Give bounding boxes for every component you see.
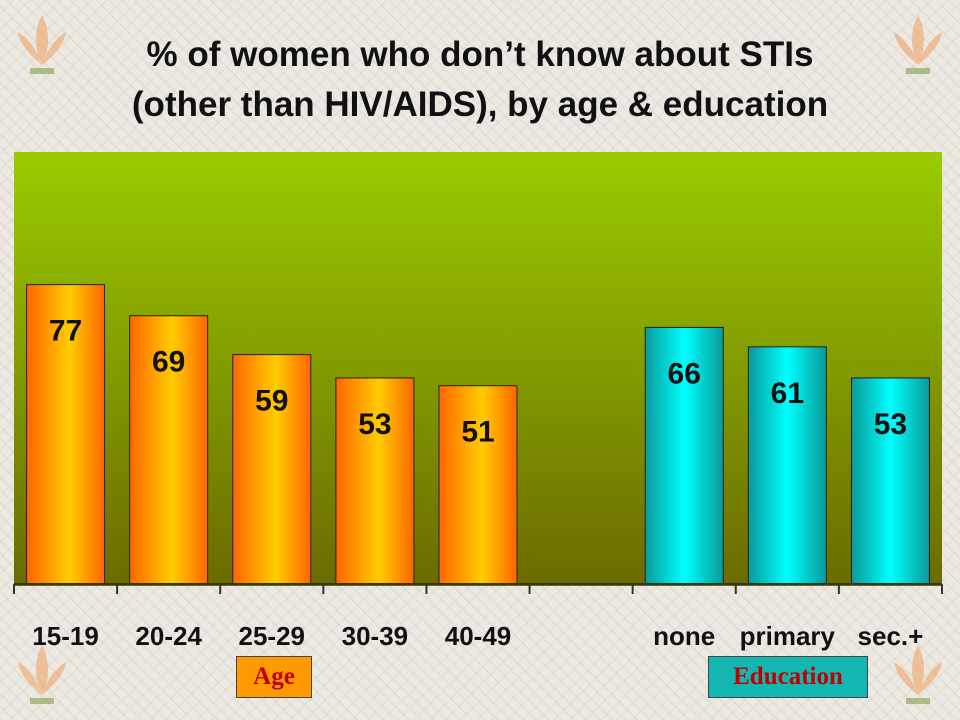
x-tick-label-none: none (653, 621, 715, 651)
age-group-label: Age (236, 656, 312, 698)
x-axis: 15-19 20-24 25-29 30-39 40-49 none primary sec.… (13, 583, 943, 651)
chart-title-line-2: (other than HIV/AIDS), by age & educatio… (131, 85, 829, 124)
data-label-15-19: 77 (49, 315, 82, 348)
education-bar-none (644, 326, 724, 585)
education-bar-sec.+ (850, 377, 930, 585)
x-tick-label-25-29: 25-29 (239, 621, 306, 651)
age-bar-40-49 (438, 385, 518, 585)
data-label-none: 66 (668, 357, 701, 390)
data-label-30-39: 53 (358, 408, 391, 441)
x-tick-label-20-24: 20-24 (135, 621, 202, 651)
chart-title: % of women who don’t know about STIs (ot… (0, 30, 960, 130)
data-label-25-29: 59 (255, 385, 288, 418)
age-bar-25-29 (232, 354, 312, 585)
x-tick-label-40-49: 40-49 (445, 621, 512, 651)
x-tick-label-sec.+: sec.+ (858, 621, 924, 651)
education-group-label: Education (708, 656, 868, 698)
age-bar-15-19 (26, 284, 106, 585)
age-bar-30-39 (335, 377, 415, 585)
lotus-watermark-icon (894, 15, 942, 74)
x-tick-label-15-19: 15-19 (32, 621, 99, 651)
age-bar-20-24 (129, 315, 209, 585)
x-tick-label-primary: primary (740, 621, 836, 651)
chart-title-line-1: % of women who don’t know about STIs (146, 35, 814, 74)
x-tick-label-30-39: 30-39 (342, 621, 409, 651)
data-label-40-49: 51 (461, 416, 494, 449)
lotus-watermark-icon (18, 645, 66, 704)
education-bar-primary (747, 346, 827, 585)
bars-layer: 77 69 59 53 51 66 61 53 (26, 284, 930, 585)
data-label-primary: 61 (771, 377, 804, 410)
data-label-20-24: 69 (152, 346, 185, 379)
lotus-watermark-icon (894, 645, 942, 704)
lotus-watermark-icon (18, 15, 66, 74)
data-label-sec.+: 53 (874, 408, 907, 441)
